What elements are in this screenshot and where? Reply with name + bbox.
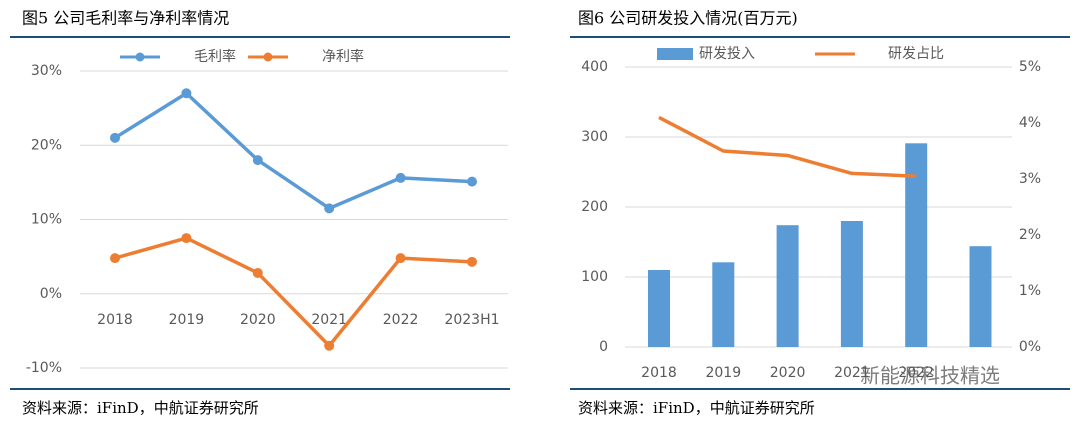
legend-marker xyxy=(135,52,145,62)
bar xyxy=(648,270,670,347)
watermark: 新能源科技精选 xyxy=(860,364,1000,388)
line xyxy=(114,91,473,211)
marker xyxy=(252,155,263,166)
chart-title: 图6 公司研发投入情况(百万元) xyxy=(578,9,798,28)
marker xyxy=(181,88,192,99)
y-tick-label: 0% xyxy=(40,286,62,302)
x-tick-label: 2019 xyxy=(169,312,205,328)
y-tick-label: 10% xyxy=(31,212,62,228)
y-tick-label: 30% xyxy=(31,63,62,79)
line xyxy=(658,115,917,178)
y-tick-label: 0 xyxy=(599,339,608,355)
bar xyxy=(776,225,799,347)
marker xyxy=(324,340,335,351)
marker xyxy=(324,203,335,214)
bar xyxy=(905,143,928,347)
x-tick-label: 2021 xyxy=(311,312,347,328)
x-tick-label: 2023H1 xyxy=(444,312,499,328)
marker xyxy=(110,132,120,143)
marker xyxy=(467,256,477,267)
marker xyxy=(395,253,406,264)
y-tick-label: 300 xyxy=(581,129,608,145)
marker xyxy=(181,233,192,244)
source: 资料来源：iFinD，中航证券研究所 xyxy=(22,399,259,417)
legend-swatch xyxy=(657,48,693,60)
y-tick-label: 400 xyxy=(581,59,608,75)
x-tick-label: 2018 xyxy=(641,365,677,381)
y2-tick-label: 1% xyxy=(1019,283,1041,299)
bar xyxy=(969,246,992,347)
y2-tick-label: 5% xyxy=(1019,59,1041,75)
y-tick-label: -10% xyxy=(26,360,62,376)
y-tick-label: 20% xyxy=(31,137,62,153)
bar xyxy=(840,221,863,347)
x-tick-label: 2022 xyxy=(898,365,934,381)
legend-marker xyxy=(263,52,273,62)
y-tick-label: 100 xyxy=(581,269,608,285)
x-tick-label: 2020 xyxy=(770,365,806,381)
y2-tick-label: 2% xyxy=(1019,227,1041,243)
y-tick-label: 200 xyxy=(581,199,608,215)
legend-label: 研发投入 xyxy=(699,46,755,62)
chart-title: 图5 公司毛利率与净利率情况 xyxy=(22,9,229,28)
x-tick-label: 2021 xyxy=(834,365,870,381)
marker xyxy=(252,267,263,278)
y2-tick-label: 3% xyxy=(1019,171,1041,187)
marker xyxy=(395,172,406,183)
x-tick-label: 2020 xyxy=(240,312,276,328)
x-tick-label: 2022 xyxy=(383,312,419,328)
y2-tick-label: 4% xyxy=(1019,115,1041,131)
legend-label: 研发占比 xyxy=(888,46,944,62)
bar xyxy=(712,262,735,347)
x-tick-label: 2018 xyxy=(97,312,133,328)
x-tick-label: 2019 xyxy=(705,365,741,381)
source: 资料来源：iFinD，中航证券研究所 xyxy=(578,399,815,417)
legend-label: 净利率 xyxy=(322,48,364,65)
y2-tick-label: 0% xyxy=(1019,339,1041,355)
legend-label: 毛利率 xyxy=(194,48,236,65)
line xyxy=(114,236,473,348)
marker xyxy=(467,176,477,187)
marker xyxy=(110,253,120,264)
